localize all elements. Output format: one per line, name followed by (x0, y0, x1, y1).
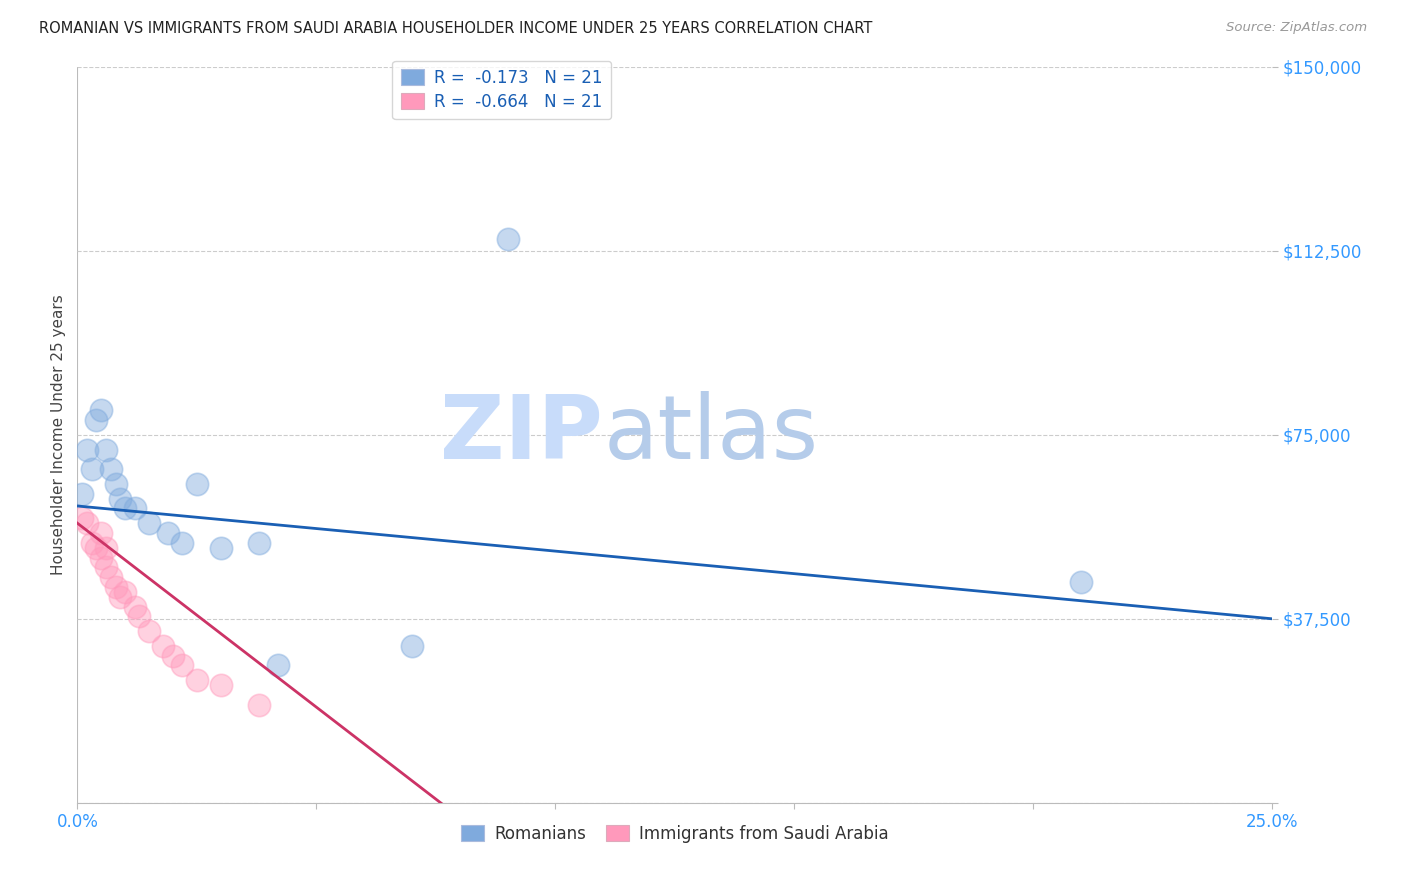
Point (162, 648, 184, 663)
Point (138, 516, 160, 530)
Point (76, 442, 98, 457)
Point (94, 541, 117, 555)
Text: ROMANIAN VS IMMIGRANTS FROM SAUDI ARABIA HOUSEHOLDER INCOME UNDER 25 YEARS CORRE: ROMANIAN VS IMMIGRANTS FROM SAUDI ARABIA… (39, 21, 873, 37)
Point (247, 535, 270, 549)
Text: ZIP: ZIP (440, 392, 603, 478)
Point (247, 698, 270, 712)
Legend: Romanians, Immigrants from Saudi Arabia: Romanians, Immigrants from Saudi Arabia (454, 818, 896, 850)
Point (104, 580, 127, 594)
Point (100, 462, 122, 476)
Point (94, 560, 117, 574)
Point (157, 525, 180, 540)
Point (114, 501, 136, 516)
Point (496, 232, 519, 246)
Point (186, 476, 208, 491)
Point (90, 403, 112, 417)
Point (186, 673, 208, 687)
Point (76, 516, 98, 530)
Point (100, 570, 122, 584)
Point (401, 639, 423, 653)
Point (152, 639, 174, 653)
Y-axis label: Householder Income Under 25 years: Householder Income Under 25 years (51, 294, 66, 575)
Point (267, 658, 290, 673)
Point (86, 413, 108, 427)
Point (209, 541, 232, 555)
Text: Source: ZipAtlas.com: Source: ZipAtlas.com (1226, 21, 1367, 35)
Point (90, 550, 112, 565)
Point (209, 678, 232, 692)
Point (94, 442, 117, 457)
Point (110, 491, 132, 506)
Point (114, 585, 136, 599)
Point (86, 541, 108, 555)
Point (110, 590, 132, 604)
Point (70, 511, 93, 525)
Point (90, 525, 112, 540)
Point (80, 535, 103, 549)
Point (138, 624, 160, 639)
Point (104, 476, 127, 491)
Point (1070, 574, 1092, 589)
Point (172, 535, 194, 549)
Point (172, 658, 194, 673)
Point (70, 487, 93, 501)
Point (124, 501, 146, 516)
Point (124, 599, 146, 614)
Text: atlas: atlas (603, 392, 818, 478)
Point (80, 462, 103, 476)
Point (128, 609, 150, 624)
